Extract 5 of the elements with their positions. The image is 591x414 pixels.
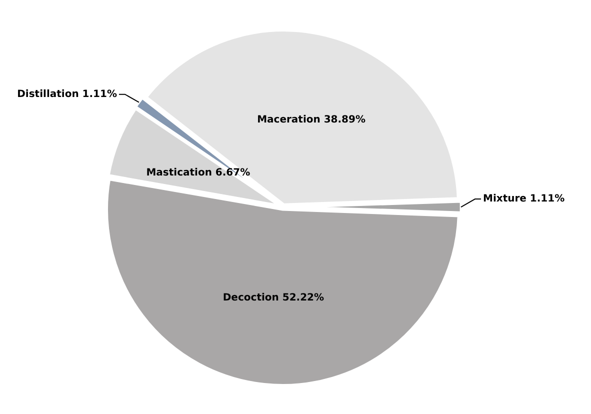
slice-label: Mastication 6.67% <box>146 167 250 178</box>
slice-label: Maceration 38.89% <box>257 114 366 126</box>
slice-label: Distillation 1.11% <box>17 88 117 100</box>
slice-label: Mixture 1.11% <box>483 194 565 205</box>
slice-label: Decoction 52.22% <box>222 292 324 304</box>
